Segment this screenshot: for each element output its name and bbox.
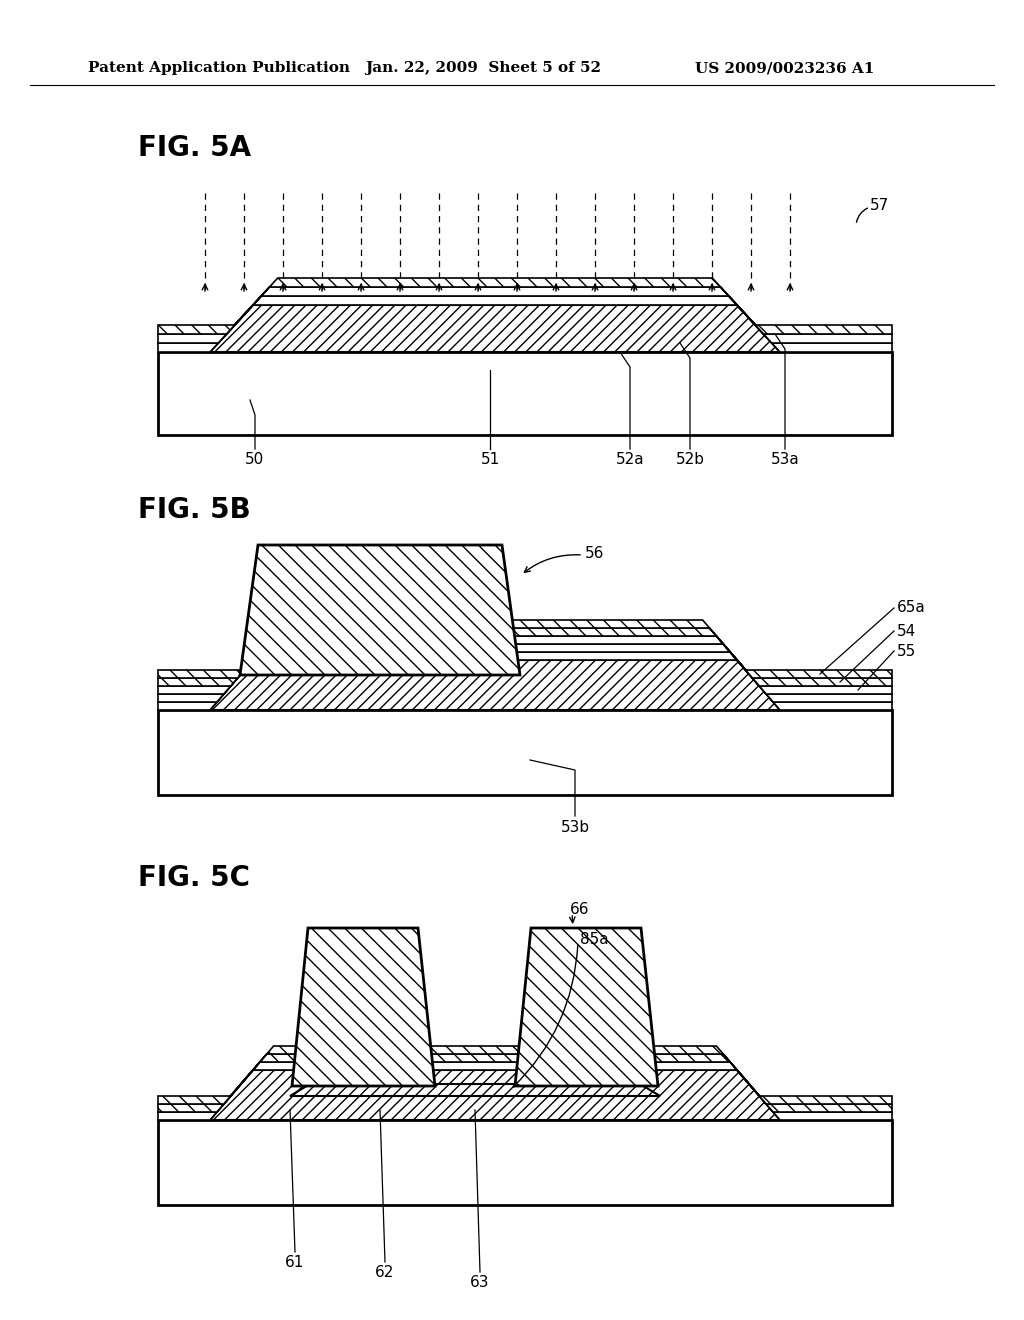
Text: 55: 55 [897, 644, 916, 659]
Polygon shape [158, 1063, 892, 1119]
Polygon shape [158, 286, 892, 343]
Text: Patent Application Publication: Patent Application Publication [88, 61, 350, 75]
Text: 53a: 53a [771, 451, 800, 467]
Polygon shape [158, 620, 892, 678]
Text: FIG. 5B: FIG. 5B [138, 496, 251, 524]
Polygon shape [292, 928, 435, 1086]
Text: 63: 63 [470, 1275, 489, 1290]
Polygon shape [210, 1071, 780, 1119]
Polygon shape [158, 296, 892, 352]
Polygon shape [290, 1084, 660, 1096]
Polygon shape [515, 928, 658, 1086]
Polygon shape [158, 1045, 892, 1104]
Text: 53b: 53b [560, 820, 590, 836]
Text: 57: 57 [870, 198, 889, 213]
Polygon shape [158, 352, 892, 436]
Text: 66: 66 [570, 903, 590, 917]
Text: 54: 54 [897, 623, 916, 639]
Text: US 2009/0023236 A1: US 2009/0023236 A1 [695, 61, 874, 75]
Text: 52a: 52a [615, 451, 644, 467]
Text: 61: 61 [286, 1255, 305, 1270]
Polygon shape [158, 279, 892, 334]
Polygon shape [210, 660, 780, 710]
Text: 85a: 85a [580, 932, 608, 948]
Polygon shape [158, 1119, 892, 1205]
Polygon shape [240, 545, 520, 675]
Polygon shape [210, 305, 780, 352]
Text: FIG. 5C: FIG. 5C [138, 865, 250, 892]
Text: 50: 50 [246, 451, 264, 467]
Polygon shape [158, 628, 892, 686]
Text: 56: 56 [585, 545, 604, 561]
Text: 52b: 52b [676, 451, 705, 467]
Polygon shape [158, 652, 892, 710]
Text: FIG. 5A: FIG. 5A [138, 135, 251, 162]
Polygon shape [158, 636, 892, 694]
Text: 62: 62 [376, 1265, 394, 1280]
Text: 65a: 65a [897, 601, 926, 615]
Polygon shape [158, 1053, 892, 1111]
Polygon shape [158, 644, 892, 702]
Text: 51: 51 [480, 451, 500, 467]
Text: Jan. 22, 2009  Sheet 5 of 52: Jan. 22, 2009 Sheet 5 of 52 [365, 61, 601, 75]
Polygon shape [158, 710, 892, 795]
